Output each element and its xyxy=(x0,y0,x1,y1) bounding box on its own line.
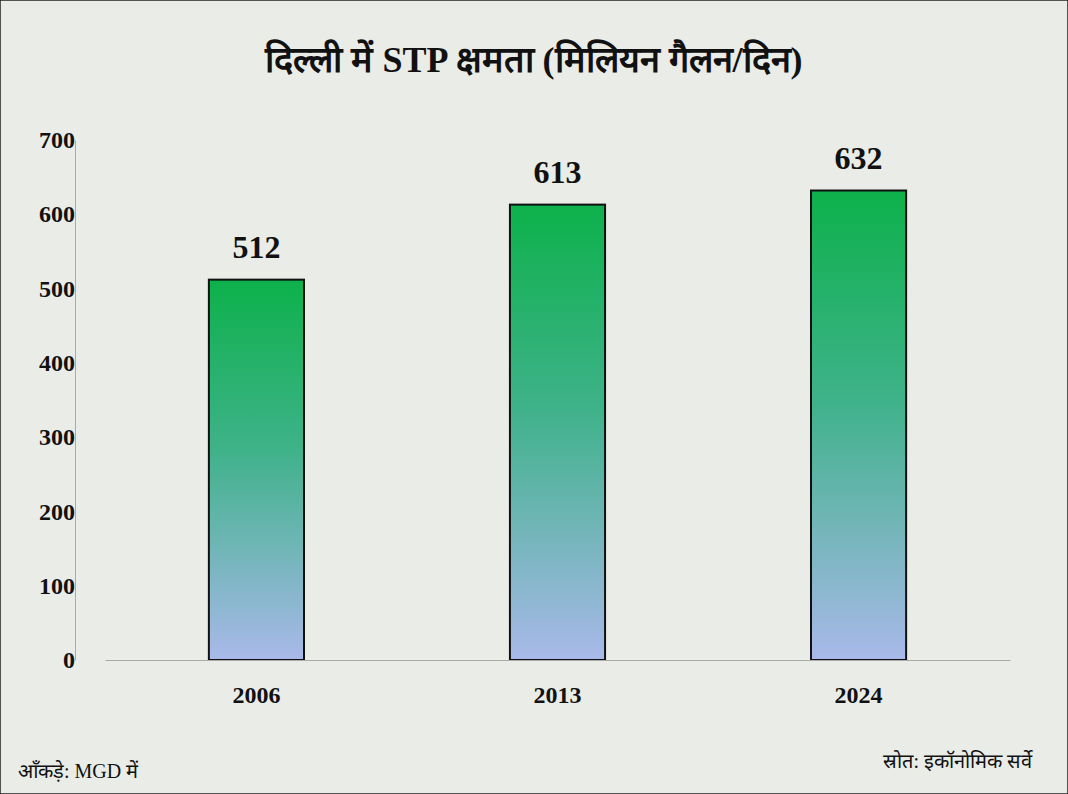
y-axis-line xyxy=(75,141,76,661)
y-tick: 500 xyxy=(39,276,75,302)
y-tick-label: 200 xyxy=(39,499,75,525)
y-tick-label: 600 xyxy=(39,201,75,227)
y-tick: 200 xyxy=(39,499,75,525)
x-tick: 2006 xyxy=(232,660,280,708)
x-axis: 2006 2013 2024 xyxy=(106,660,1011,708)
data-label: 512 xyxy=(232,229,280,265)
background xyxy=(0,0,1068,794)
bar xyxy=(811,191,906,660)
y-axis: 0 100 200 300 400 500 600 700 xyxy=(39,127,76,673)
x-tick-label: 2006 xyxy=(232,682,280,708)
data-labels: 512 613 632 xyxy=(232,140,882,265)
y-tick-label: 500 xyxy=(39,276,75,302)
bar xyxy=(209,280,304,660)
annotation: स्रोत: इकॉनोमिक सर्वे xyxy=(883,750,1033,772)
y-tick: 0 xyxy=(63,647,75,673)
data-label: 632 xyxy=(835,140,883,176)
x-axis-line xyxy=(106,660,1011,661)
y-tick-label: 700 xyxy=(39,127,75,153)
title: दिल्ली में STP क्षमता (मिलियन गैलन/दिन) xyxy=(264,39,802,80)
y-tick-label: 300 xyxy=(39,424,75,450)
data-label: 613 xyxy=(534,154,582,190)
y-tick-label: 400 xyxy=(39,350,75,376)
bar xyxy=(510,205,605,660)
x-tick-label: 2024 xyxy=(835,682,883,708)
y-tick: 100 xyxy=(39,573,75,599)
y-tick: 600 xyxy=(39,201,75,227)
chart: दिल्ली में STP क्षमता (मिलियन गैलन/दिन) 0… xyxy=(0,0,1068,794)
y-tick-label: 100 xyxy=(39,573,75,599)
bars xyxy=(209,191,906,660)
x-tick-label: 2013 xyxy=(534,682,582,708)
y-tick: 400 xyxy=(39,350,75,376)
y-tick-label: 0 xyxy=(63,647,75,673)
y-tick: 700 xyxy=(39,127,75,153)
annotation: आँकड़े: MGD में xyxy=(18,760,139,782)
x-tick: 2024 xyxy=(835,660,883,708)
y-tick: 300 xyxy=(39,424,75,450)
x-tick: 2013 xyxy=(534,660,582,708)
